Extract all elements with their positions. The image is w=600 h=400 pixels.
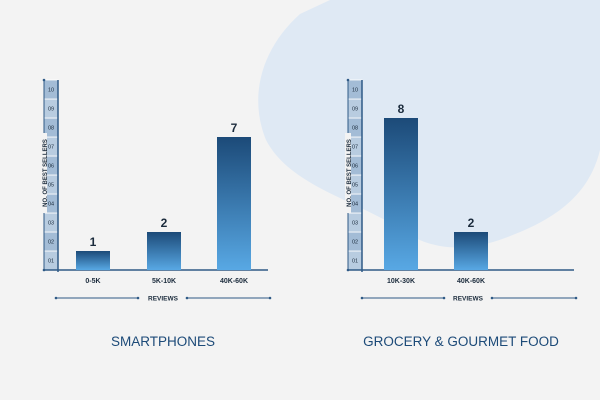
- y-tick-label: 10: [352, 88, 358, 94]
- x-bracket-end: [268, 296, 272, 300]
- y-tick-label: 06: [352, 164, 358, 170]
- y-tick-label: 02: [48, 240, 54, 246]
- y-tick-label: 05: [352, 183, 358, 189]
- y-axis-title: NO. OF BEST SELLERS: [43, 139, 49, 207]
- y-tick-label: 02: [352, 240, 358, 246]
- y-bracket-end: [346, 78, 350, 82]
- y-tick-label: 09: [48, 107, 54, 113]
- x-tick-label: 40K-60K: [220, 278, 248, 285]
- y-title-backdrop: [345, 133, 351, 213]
- y-bracket-end: [42, 78, 46, 82]
- y-tick-label: 04: [48, 202, 54, 208]
- y-tick-label: 06: [48, 164, 54, 170]
- y-tick-label: 08: [352, 126, 358, 132]
- x-bracket-end: [185, 296, 189, 300]
- y-tick-label: 10: [48, 88, 54, 94]
- x-bracket-end: [442, 296, 446, 300]
- bar-value-label: 7: [231, 121, 238, 135]
- bar-value-label: 2: [468, 216, 475, 230]
- y-title-backdrop: [41, 133, 47, 213]
- y-tick-label: 01: [352, 259, 358, 265]
- bar-value-label: 8: [398, 102, 405, 116]
- chart-1: 01 02 03 04 05 06 07 08 09 10 NO. OF BEST SELLERS 1…: [41, 78, 272, 349]
- x-bracket-end: [54, 296, 58, 300]
- y-axis-title: NO. OF BEST SELLERS: [347, 139, 353, 207]
- x-tick-label: 40K-60K: [457, 278, 485, 285]
- x-axis-title: REVIEWS: [148, 296, 179, 303]
- bar-value-label: 1: [90, 235, 97, 249]
- background-blob: [258, 0, 600, 248]
- bar: [217, 137, 251, 270]
- x-tick-label: 0-5K: [85, 278, 100, 285]
- y-tick-label: 07: [48, 145, 54, 151]
- x-tick-label: 10K-30K: [387, 278, 415, 285]
- y-tick-label: 08: [48, 126, 54, 132]
- x-bracket-end: [574, 296, 578, 300]
- y-tick-label: 04: [352, 202, 358, 208]
- y-tick-label: 07: [352, 145, 358, 151]
- x-axis-title: REVIEWS: [453, 296, 484, 303]
- y-tick-label: 01: [48, 259, 54, 265]
- x-bracket-end: [360, 296, 364, 300]
- y-tick-label: 05: [48, 183, 54, 189]
- x-bracket-end: [136, 296, 140, 300]
- bar-value-label: 2: [161, 216, 168, 230]
- chart-title: SMARTPHONES: [111, 334, 215, 349]
- chart-title: GROCERY & GOURMET FOOD: [363, 334, 559, 349]
- x-tick-label: 5K-10K: [152, 278, 176, 285]
- bar: [454, 232, 488, 270]
- y-tick-label: 03: [352, 221, 358, 227]
- chart-2: 01 02 03 04 05 06 07 08 09 10 NO. OF BEST SELLERS 8…: [345, 78, 578, 349]
- bar: [76, 251, 110, 270]
- x-bracket-end: [490, 296, 494, 300]
- bar: [147, 232, 181, 270]
- y-tick-label: 09: [352, 107, 358, 113]
- bar: [384, 118, 418, 270]
- y-tick-label: 03: [48, 221, 54, 227]
